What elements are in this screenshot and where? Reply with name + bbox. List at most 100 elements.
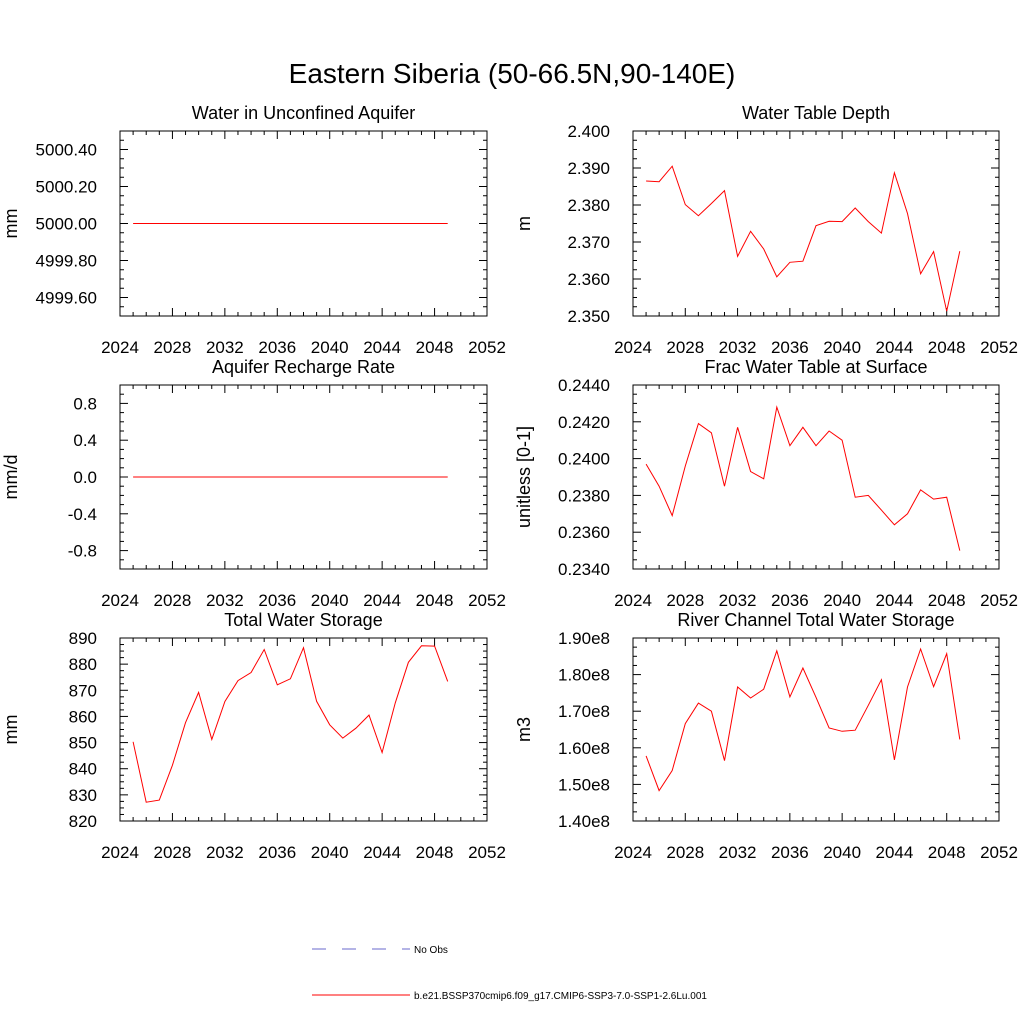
panel-title: Total Water Storage	[224, 610, 382, 630]
y-tick-label: 890	[69, 629, 97, 648]
x-tick-label: 2040	[823, 843, 861, 862]
y-tick-label: 0.2380	[558, 486, 610, 505]
x-tick-label: 2052	[980, 338, 1018, 357]
x-tick-label: 2028	[154, 843, 192, 862]
y-tick-label: 4999.60	[36, 289, 97, 308]
y-tick-label: 2.400	[567, 122, 610, 141]
y-tick-label: 1.40e8	[558, 812, 610, 831]
x-tick-label: 2052	[980, 591, 1018, 610]
plot-frame	[119, 637, 488, 822]
y-tick-label: 0.2360	[558, 523, 610, 542]
panel-1: Water in Unconfined Aquifer mm 2024 2028 203…	[1, 103, 506, 357]
y-tick-label: 0.2420	[558, 413, 610, 432]
y-tick-label: 5000.00	[36, 215, 97, 234]
y-axis-label: mm	[1, 715, 21, 745]
x-tick-label: 2052	[980, 843, 1018, 862]
x-tick-label: 2044	[363, 843, 401, 862]
y-tick-label: 4999.80	[36, 252, 97, 271]
panel-title: Aquifer Recharge Rate	[212, 357, 395, 377]
y-tick-label: 860	[69, 707, 97, 726]
x-tick-label: 2044	[363, 591, 401, 610]
panel-6: River Channel Total Water Storage m3 2024 2…	[514, 610, 1018, 862]
x-tick-label: 2048	[416, 843, 454, 862]
y-axis-label: m3	[514, 717, 534, 742]
x-tick-label: 2040	[823, 591, 861, 610]
x-tick-label: 2044	[363, 338, 401, 357]
y-tick-label: 880	[69, 655, 97, 674]
x-tick-label: 2032	[206, 843, 244, 862]
plot-frame	[632, 384, 1000, 570]
panel-title: River Channel Total Water Storage	[677, 610, 954, 630]
x-tick-label: 2048	[928, 843, 966, 862]
x-tick-label: 2028	[666, 591, 704, 610]
legend-obs-label: No Obs	[414, 945, 448, 956]
y-tick-label: 850	[69, 734, 97, 753]
panel-4: Frac Water Table at Surface unitless [0-1…	[514, 357, 1018, 610]
y-tick-label: 5000.20	[36, 178, 97, 197]
series-line	[132, 645, 449, 803]
y-tick-label: 1.50e8	[558, 775, 610, 794]
x-tick-label: 2048	[416, 338, 454, 357]
x-tick-label: 2052	[468, 338, 506, 357]
x-tick-label: 2024	[614, 843, 652, 862]
y-tick-label: 820	[69, 812, 97, 831]
y-tick-label: 1.80e8	[558, 666, 610, 685]
y-tick-label: 0.2400	[558, 450, 610, 469]
series-line	[645, 405, 961, 551]
x-tick-label: 2036	[258, 338, 296, 357]
x-tick-label: 2024	[614, 338, 652, 357]
x-tick-label: 2024	[614, 591, 652, 610]
y-axis-label: m	[514, 216, 534, 231]
y-tick-label: 0.8	[73, 394, 97, 413]
x-tick-label: 2040	[823, 338, 861, 357]
y-tick-label: 2.350	[567, 307, 610, 326]
x-tick-label: 2028	[666, 338, 704, 357]
legend: No Obs b.e21.BSSP370cmip6.f09_g17.CMIP6-…	[312, 945, 707, 1002]
x-tick-label: 2044	[876, 338, 914, 357]
x-tick-label: 2028	[154, 338, 192, 357]
y-axis-label: unitless [0-1]	[514, 426, 534, 528]
y-tick-label: 0.4	[73, 431, 97, 450]
x-tick-label: 2036	[771, 591, 809, 610]
x-tick-label: 2032	[206, 591, 244, 610]
y-tick-label: 840	[69, 760, 97, 779]
x-tick-label: 2044	[876, 843, 914, 862]
plot-frame	[632, 130, 1000, 317]
x-tick-label: 2052	[468, 843, 506, 862]
y-tick-label: 2.390	[567, 159, 610, 178]
x-tick-label: 2032	[719, 591, 757, 610]
x-tick-label: 2036	[258, 591, 296, 610]
panel-title: Frac Water Table at Surface	[704, 357, 927, 377]
y-tick-label: -0.4	[68, 505, 97, 524]
y-tick-label: 830	[69, 786, 97, 805]
x-tick-label: 2028	[154, 591, 192, 610]
x-tick-label: 2048	[928, 338, 966, 357]
y-tick-label: 2.360	[567, 270, 610, 289]
x-tick-label: 2024	[101, 591, 139, 610]
panel-3: Aquifer Recharge Rate mm/d 2024 2028 2032 203…	[1, 357, 506, 610]
figure-title: Eastern Siberia (50-66.5N,90-140E)	[289, 58, 736, 89]
x-tick-label: 2048	[928, 591, 966, 610]
x-tick-label: 2036	[771, 338, 809, 357]
y-tick-label: 0.2340	[558, 560, 610, 579]
series-line	[645, 647, 961, 792]
x-tick-label: 2036	[771, 843, 809, 862]
x-tick-label: 2032	[719, 338, 757, 357]
legend-model-label: b.e21.BSSP370cmip6.f09_g17.CMIP6-SSP3-7.…	[414, 991, 707, 1002]
panel-title: Water in Unconfined Aquifer	[192, 103, 415, 123]
x-tick-label: 2032	[206, 338, 244, 357]
x-tick-label: 2032	[719, 843, 757, 862]
y-axis-label: mm	[1, 209, 21, 239]
panel-title: Water Table Depth	[742, 103, 890, 123]
y-tick-label: 1.90e8	[558, 629, 610, 648]
x-tick-label: 2024	[101, 338, 139, 357]
panel-2: Water Table Depth m 2024 2028 2032 2036 2040 20…	[514, 103, 1018, 357]
y-tick-label: 0.0	[73, 468, 97, 487]
y-tick-label: 870	[69, 681, 97, 700]
x-tick-label: 2028	[666, 843, 704, 862]
y-tick-label: 1.70e8	[558, 702, 610, 721]
y-tick-label: -0.8	[68, 542, 97, 561]
y-tick-label: 2.380	[567, 196, 610, 215]
y-axis-label: mm/d	[1, 455, 21, 500]
